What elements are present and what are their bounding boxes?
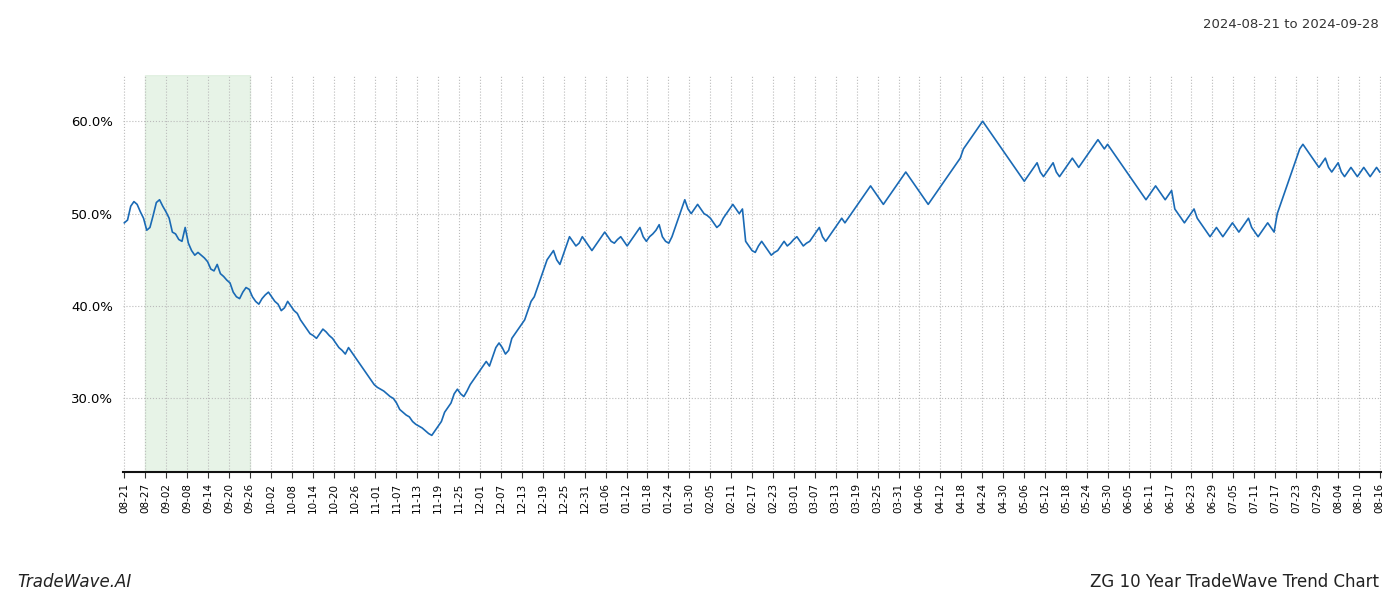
- Text: TradeWave.AI: TradeWave.AI: [17, 573, 132, 591]
- Text: ZG 10 Year TradeWave Trend Chart: ZG 10 Year TradeWave Trend Chart: [1091, 573, 1379, 591]
- Text: 2024-08-21 to 2024-09-28: 2024-08-21 to 2024-09-28: [1203, 18, 1379, 31]
- Bar: [146, 75, 249, 472]
